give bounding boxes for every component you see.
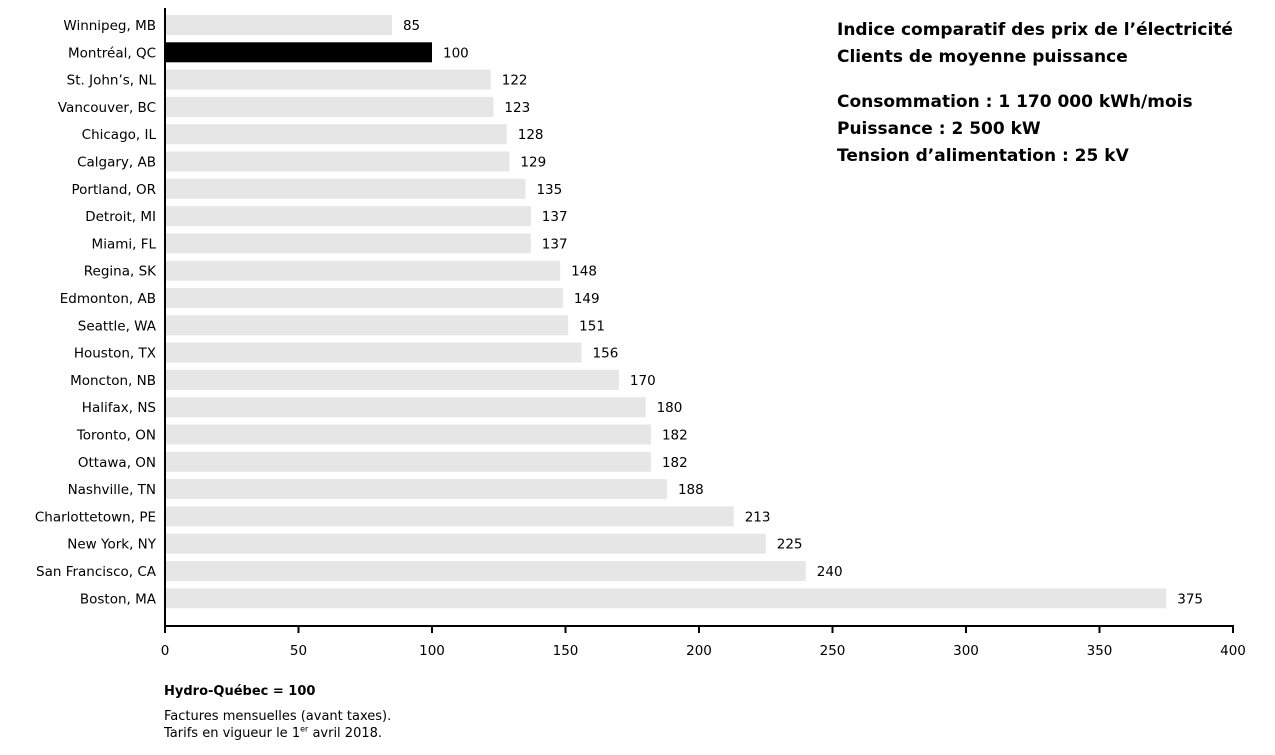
bar-san-francisco-ca [165, 561, 806, 581]
value-label-halifax-ns: 180 [657, 400, 683, 416]
base-note: Hydro-Québec = 100 [164, 684, 316, 699]
category-label-edmonton-ab: Edmonton, AB [60, 291, 156, 307]
category-label-nashville-tn: Nashville, TN [68, 482, 156, 498]
value-label-boston-ma: 375 [1177, 591, 1203, 607]
bar-nashville-tn [165, 479, 667, 500]
bar-regina-sk [165, 260, 561, 281]
category-label-montreal-qc: Montréal, QC [68, 45, 156, 61]
category-label-boston-ma: Boston, MA [80, 591, 157, 607]
title-gap [837, 71, 1267, 89]
bar-portland-or [165, 178, 526, 199]
value-label-winnipeg-mb: 85 [403, 18, 420, 34]
x-tick-label-200: 200 [686, 643, 712, 659]
bar-moncton-nb [165, 369, 619, 390]
footer-line-2-sup: er [300, 724, 309, 734]
x-tick-label-150: 150 [553, 643, 579, 659]
category-label-toronto-on: Toronto, ON [76, 428, 156, 444]
value-labels: 8510012212312812913513713714814915115617… [403, 18, 1203, 607]
detail-puissance: Puissance : 2 500 kW [837, 119, 1041, 139]
bar-seattle-wa [165, 315, 569, 336]
x-tick-label-250: 250 [820, 643, 846, 659]
category-label-moncton-nb: Moncton, NB [70, 373, 156, 389]
footer-line-2-end: avril 2018. [308, 726, 383, 741]
value-label-calgary-ab: 129 [520, 155, 546, 171]
chart-subtitle: Clients de moyenne puissance [837, 47, 1128, 67]
bar-calgary-ab [165, 151, 510, 172]
footer-line-1: Factures mensuelles (avant taxes). [164, 709, 392, 724]
value-label-seattle-wa: 151 [579, 318, 605, 334]
chart-title: Indice comparatif des prix de l’électric… [837, 20, 1233, 40]
category-label-charlottetown-pe: Charlottetown, PE [35, 509, 156, 525]
category-label-new-york-ny: New York, NY [67, 537, 156, 553]
x-tick-label-0: 0 [161, 643, 170, 659]
x-tick-label-50: 50 [290, 643, 307, 659]
value-label-edmonton-ab: 149 [574, 291, 600, 307]
value-label-regina-sk: 148 [571, 264, 597, 280]
bar-halifax-ns [165, 397, 646, 418]
category-label-seattle-wa: Seattle, WA [78, 318, 157, 334]
category-label-houston-tx: Houston, TX [74, 346, 156, 362]
category-label-calgary-ab: Calgary, AB [77, 155, 156, 171]
bar-edmonton-ab [165, 288, 563, 308]
value-label-portland-or: 135 [536, 182, 562, 198]
bar-new-york-ny [165, 533, 766, 554]
value-label-san-francisco-ca: 240 [817, 564, 843, 580]
bar-boston-ma [165, 588, 1167, 609]
category-label-winnipeg-mb: Winnipeg, MB [63, 18, 156, 34]
bar-winnipeg-mb [165, 15, 392, 35]
value-label-miami-fl: 137 [542, 236, 568, 252]
value-label-montreal-qc: 100 [443, 45, 469, 61]
value-label-vancouver-bc: 123 [504, 100, 530, 116]
category-label-miami-fl: Miami, FL [92, 236, 157, 252]
value-label-nashville-tn: 188 [678, 482, 704, 498]
x-tick-label-400: 400 [1220, 643, 1246, 659]
x-tick-label-300: 300 [953, 643, 979, 659]
x-tick-label-350: 350 [1087, 643, 1113, 659]
bar-ottawa-on [165, 451, 651, 472]
category-labels: Winnipeg, MB Montréal, QC St. John’s, NL Va… [35, 18, 157, 607]
footer-line-2: Tarifs en vigueur le 1er avril 2018. [164, 725, 391, 742]
value-label-detroit-mi: 137 [542, 209, 568, 225]
category-label-portland-or: Portland, OR [71, 182, 156, 198]
category-label-san-francisco-ca: San Francisco, CA [36, 564, 157, 580]
footer-line-2-start: Tarifs en vigueur le 1 [164, 726, 301, 741]
category-label-st-john-s-nl: St. John’s, NL [67, 73, 157, 89]
value-label-st-john-s-nl: 122 [502, 73, 528, 89]
category-label-vancouver-bc: Vancouver, BC [58, 100, 156, 116]
value-label-ottawa-on: 182 [662, 455, 688, 471]
bar-chicago-il [165, 124, 507, 145]
x-ticks: 0 50 100 150 200 250 300 350 400 [161, 626, 1246, 659]
bar-detroit-mi [165, 206, 531, 227]
bar-charlottetown-pe [165, 506, 734, 527]
value-label-moncton-nb: 170 [630, 373, 656, 389]
value-label-houston-tx: 156 [593, 346, 619, 362]
value-label-chicago-il: 128 [518, 127, 544, 143]
chart-title-block: Indice comparatif des prix de l’électric… [837, 17, 1267, 170]
category-label-detroit-mi: Detroit, MI [85, 209, 156, 225]
value-label-new-york-ny: 225 [777, 537, 803, 553]
detail-tension: Tension d’alimentation : 25 kV [837, 146, 1129, 166]
bar-toronto-on [165, 424, 651, 445]
category-label-chicago-il: Chicago, IL [82, 127, 157, 143]
x-tick-label-100: 100 [419, 643, 445, 659]
category-label-ottawa-on: Ottawa, ON [78, 455, 156, 471]
value-label-toronto-on: 182 [662, 428, 688, 444]
detail-consommation: Consommation : 1 170 000 kWh/mois [837, 92, 1193, 112]
bar-miami-fl [165, 233, 531, 254]
bars-layer [165, 15, 1167, 609]
value-label-charlottetown-pe: 213 [745, 509, 771, 525]
category-label-regina-sk: Regina, SK [84, 264, 157, 280]
bar-st-john-s-nl [165, 69, 491, 90]
bar-houston-tx [165, 342, 582, 363]
category-label-halifax-ns: Halifax, NS [82, 400, 156, 416]
bar-montreal-qc [165, 42, 432, 63]
bar-vancouver-bc [165, 96, 494, 117]
footer-notes: Hydro-Québec = 100 Factures mensuelles (… [164, 684, 391, 742]
